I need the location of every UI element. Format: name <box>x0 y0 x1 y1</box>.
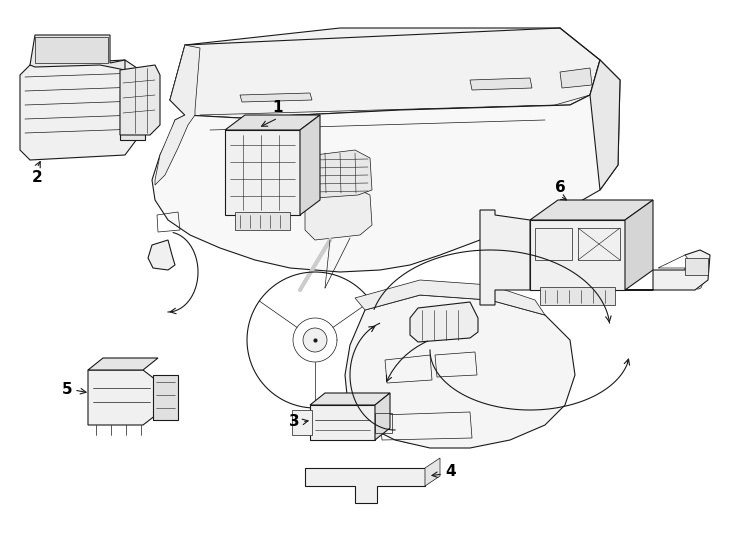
Polygon shape <box>625 250 710 290</box>
Polygon shape <box>375 393 390 440</box>
Polygon shape <box>292 410 312 435</box>
Polygon shape <box>470 78 532 90</box>
Polygon shape <box>530 220 625 290</box>
Polygon shape <box>355 280 545 315</box>
Text: 6: 6 <box>555 180 565 195</box>
Polygon shape <box>540 287 615 305</box>
Polygon shape <box>560 68 592 88</box>
Text: 1: 1 <box>273 100 283 116</box>
Polygon shape <box>88 370 156 425</box>
Text: 5: 5 <box>62 382 72 397</box>
Polygon shape <box>658 255 695 268</box>
Polygon shape <box>305 188 372 240</box>
Polygon shape <box>153 375 178 420</box>
Polygon shape <box>148 240 175 270</box>
Text: 4: 4 <box>445 464 456 480</box>
Polygon shape <box>425 458 440 486</box>
Polygon shape <box>88 358 158 370</box>
Polygon shape <box>170 28 600 118</box>
Polygon shape <box>480 210 530 305</box>
Polygon shape <box>155 45 200 185</box>
Polygon shape <box>30 35 125 70</box>
Polygon shape <box>120 65 160 135</box>
Polygon shape <box>152 60 620 272</box>
Polygon shape <box>300 115 320 215</box>
Polygon shape <box>685 258 708 275</box>
Polygon shape <box>305 468 425 503</box>
Text: 2: 2 <box>32 171 43 186</box>
Polygon shape <box>240 93 312 102</box>
Text: 3: 3 <box>289 415 300 429</box>
Polygon shape <box>35 37 108 63</box>
Polygon shape <box>20 60 140 160</box>
Polygon shape <box>225 130 300 215</box>
Circle shape <box>303 328 327 352</box>
Polygon shape <box>345 295 575 448</box>
Polygon shape <box>410 302 478 342</box>
Polygon shape <box>590 60 620 190</box>
Polygon shape <box>235 212 290 230</box>
Polygon shape <box>530 200 653 220</box>
Polygon shape <box>310 405 375 440</box>
Polygon shape <box>310 393 390 405</box>
Polygon shape <box>225 115 320 130</box>
Polygon shape <box>120 90 145 140</box>
Polygon shape <box>625 200 653 290</box>
Polygon shape <box>308 150 372 198</box>
